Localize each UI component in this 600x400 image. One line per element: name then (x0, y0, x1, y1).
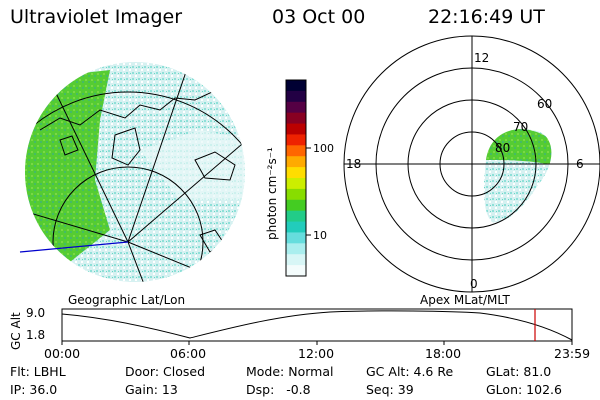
seq-info: Seq: 39 (366, 382, 414, 397)
mlt-label-0: 0 (470, 277, 478, 291)
x-tick-0000: 00:00 (44, 346, 81, 361)
colorbar-band (286, 156, 306, 168)
colorbar-band (286, 167, 306, 179)
door-info: Door: Closed (125, 364, 206, 379)
gain-info: Gain: 13 (125, 382, 178, 397)
colorbar-band (286, 232, 306, 244)
polar-plot: 12 18 6 0 80 70 60 (343, 35, 600, 293)
app-title: Ultraviolet Imager (10, 6, 183, 28)
y-tick-low: 1.8 (26, 328, 46, 342)
colorbar-band (286, 178, 306, 190)
colorbar-band (286, 221, 306, 233)
colorbar-band (286, 80, 306, 92)
geographic-map (19, 62, 245, 282)
colorbar-band (286, 90, 306, 103)
x-tick-1800: 18:00 (425, 346, 462, 361)
polar-caption: Apex MLat/MLT (420, 293, 510, 307)
colorbar-tick-10: 10 (313, 229, 327, 242)
glat-info: GLat: 81.0 (486, 364, 552, 379)
colorbar-band (286, 254, 306, 266)
date-label: 03 Oct 00 (272, 6, 366, 28)
mlt-label-6: 6 (576, 157, 584, 171)
mlt-label-18: 18 (346, 157, 361, 171)
colorbar-unit-label: photon cm⁻²s⁻¹ (265, 147, 279, 240)
filter-info: Flt: LBHL (10, 364, 66, 379)
y-tick-high: 9.0 (26, 306, 46, 320)
colorbar-band (286, 112, 306, 125)
colorbar-band (286, 134, 306, 146)
colorbar-band (286, 145, 306, 157)
x-tick-2359: 23:59 (554, 346, 591, 361)
left-map-caption: Geographic Lat/Lon (68, 293, 186, 307)
colorbar-band (286, 188, 306, 201)
colorbar-band (286, 199, 306, 212)
mlt-label-12: 12 (474, 51, 489, 65)
colorbar (286, 80, 306, 277)
colorbar-band (286, 123, 306, 135)
time-label: 22:16:49 UT (428, 6, 545, 28)
colorbar-band (286, 101, 306, 114)
glon-info: GLon: 102.6 (486, 382, 562, 397)
colorbar-band (286, 210, 306, 223)
dsp-info: Dsp: -0.8 (246, 382, 311, 397)
x-tick-0600: 06:00 (170, 346, 207, 361)
altitude-axis-label: GC Alt (9, 312, 23, 350)
colorbar-band (286, 243, 306, 255)
mlat-label-60: 60 (537, 97, 552, 111)
colorbar-tick-100: 100 (313, 142, 334, 155)
mode-info: Mode: Normal (246, 364, 334, 379)
sun-meridian-line (19, 241, 129, 253)
altitude-plot (61, 308, 573, 345)
ip-info: IP: 36.0 (10, 382, 58, 397)
mlat-label-80: 80 (495, 141, 510, 155)
x-tick-1200: 12:00 (298, 346, 335, 361)
mlat-label-70: 70 (513, 120, 528, 134)
gc-alt-info: GC Alt: 4.6 Re (366, 364, 454, 379)
colorbar-band (286, 265, 306, 277)
